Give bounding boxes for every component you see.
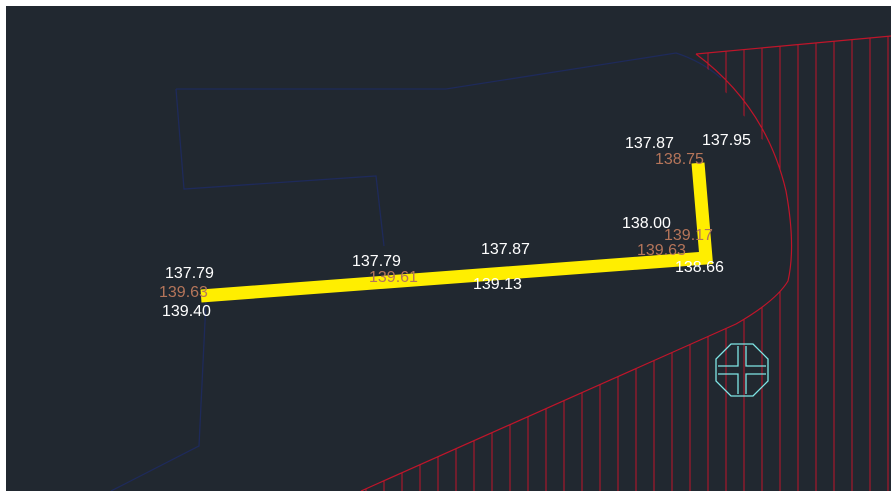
elevation-label: 139.63: [159, 284, 208, 301]
parcel-boundary-line: [110, 52, 722, 491]
hatch-region: [365, 36, 889, 491]
elevation-label: 139.17: [664, 227, 713, 244]
elevation-label: 139.13: [473, 276, 522, 293]
elevation-label: 138.00: [622, 215, 671, 232]
elevation-label: 137.87: [481, 241, 530, 258]
elevation-label: 137.79: [352, 253, 401, 270]
octagon-crosshair-icon[interactable]: [715, 343, 769, 397]
elevation-label: 139.61: [369, 269, 418, 286]
elevation-label: 138.75: [655, 151, 704, 168]
elevation-label: 139.63: [637, 242, 686, 259]
elevation-label: 138.66: [675, 259, 724, 276]
hatch-region-outline: [360, 35, 891, 491]
highlighted-pipe-line[interactable]: [200, 162, 714, 303]
elevation-label: 137.79: [165, 265, 214, 282]
cad-drawing-canvas[interactable]: [6, 6, 891, 491]
cad-drawing-viewport[interactable]: 137.79 139.63 139.40 137.79 139.61 137.8…: [6, 6, 891, 491]
elevation-label: 139.40: [162, 303, 211, 320]
elevation-label: 137.95: [702, 132, 751, 149]
elevation-label: 137.87: [625, 135, 674, 152]
